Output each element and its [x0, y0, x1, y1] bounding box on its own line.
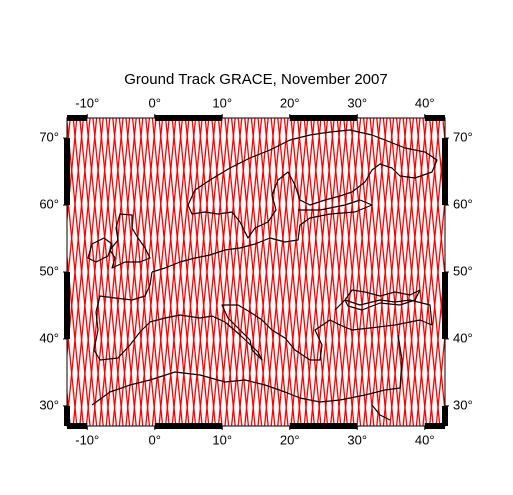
- y-tick-label: 60°: [453, 196, 473, 211]
- y-tick-label: 30°: [453, 397, 473, 412]
- frame-bar: [154, 115, 223, 121]
- ground-track: [435, 118, 445, 216]
- map-frame: -10° -10° 0° 0° 10° 10° 20° 20° 30° 30° 40° 40° 30° 3…: [39, 95, 472, 447]
- x-tick-label: 0°: [149, 95, 161, 110]
- coastline: [187, 129, 438, 239]
- frame-bar: [64, 405, 70, 426]
- y-tick-label: 60°: [39, 196, 59, 211]
- frame-bar: [442, 272, 448, 339]
- y-tick-label: 70°: [453, 130, 473, 145]
- map-title: Ground Track GRACE, November 2007: [124, 71, 387, 88]
- frame-bar: [442, 405, 448, 426]
- coastline: [87, 237, 113, 263]
- coastline: [91, 334, 403, 406]
- frame-bar: [64, 138, 70, 206]
- coastline: [344, 289, 421, 311]
- ground-track: [422, 118, 445, 351]
- y-tick-label: 70°: [39, 130, 59, 145]
- frame-bar: [67, 423, 88, 429]
- y-tick-label: 40°: [453, 330, 473, 345]
- ground-track: [435, 328, 445, 426]
- x-tick-label: 30°: [347, 95, 367, 110]
- frame-bar: [289, 423, 358, 429]
- y-tick-label: 40°: [39, 330, 59, 345]
- frame-bar: [424, 423, 445, 429]
- x-tick-label: 10°: [212, 432, 232, 447]
- coastline: [151, 199, 373, 273]
- coastline: [371, 404, 391, 421]
- ground-tracks: [67, 118, 445, 426]
- x-tick-label: 40°: [415, 95, 435, 110]
- x-tick-label: -10°: [75, 432, 99, 447]
- coastlines: [87, 129, 438, 421]
- x-tick-label: -10°: [75, 95, 99, 110]
- x-tick-label: 10°: [212, 95, 232, 110]
- frame-bar: [64, 272, 70, 339]
- y-tick-label: 30°: [39, 397, 59, 412]
- x-tick-label: 0°: [149, 432, 161, 447]
- frame-bar: [289, 115, 358, 121]
- frame-bar: [67, 115, 88, 121]
- coastline: [109, 213, 151, 269]
- x-tick-label: 20°: [280, 432, 300, 447]
- frame-bar: [442, 138, 448, 206]
- x-tick-label: 20°: [280, 95, 300, 110]
- x-tick-label: 30°: [347, 432, 367, 447]
- frame-bar: [424, 115, 445, 121]
- x-tick-label: 40°: [415, 432, 435, 447]
- frame-bar: [154, 423, 223, 429]
- y-tick-label: 50°: [39, 263, 59, 278]
- y-tick-label: 50°: [453, 263, 473, 278]
- coastline: [93, 271, 433, 361]
